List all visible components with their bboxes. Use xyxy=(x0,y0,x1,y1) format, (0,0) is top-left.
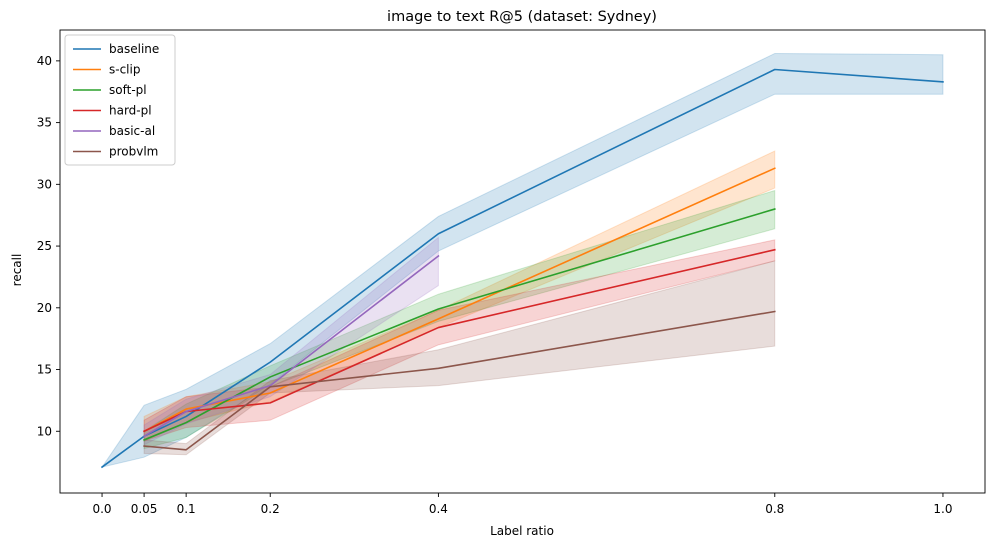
y-tick-label: 20 xyxy=(37,301,52,315)
legend: baseline s-clip soft-pl hard-pl basic-al prob… xyxy=(64,34,176,166)
chart-title: image to text R@5 (dataset: Sydney) xyxy=(387,9,657,25)
legend-label-soft-pl: soft-pl xyxy=(109,83,147,97)
y-axis-label: recall xyxy=(10,254,24,287)
x-tick-label: 0.8 xyxy=(765,502,784,516)
y-tick-label: 25 xyxy=(37,239,52,253)
y-tick-label: 35 xyxy=(37,116,52,130)
confidence-band-probvlm xyxy=(143,260,776,456)
confidence-band-basic-al xyxy=(143,236,439,446)
legend-label-s-clip: s-clip xyxy=(109,63,140,77)
legend-label-baseline: baseline xyxy=(109,42,159,56)
legend-label-probvlm: probvlm xyxy=(109,145,158,159)
confidence-band-baseline xyxy=(100,52,944,468)
series-line-basic-al xyxy=(142,254,440,438)
x-tick-label: 0.2 xyxy=(261,502,280,516)
series-line-s-clip xyxy=(143,167,776,433)
legend-label-basic-al: basic-al xyxy=(109,124,155,138)
x-tick-label: 0.0 xyxy=(92,502,111,516)
axes: 0.0 0.05 0.1 0.2 0.4 0.8 1.0 10 15 20 25 30 35 40 xyxy=(37,29,986,516)
axes-frame xyxy=(59,29,986,494)
confidence-band-soft-pl xyxy=(143,189,776,450)
x-tick-label: 0.05 xyxy=(131,502,158,516)
x-axis-label: Label ratio xyxy=(490,524,554,538)
legend-label-hard-pl: hard-pl xyxy=(109,104,152,118)
x-tick-label: 0.4 xyxy=(429,502,448,516)
plot-area xyxy=(100,52,944,469)
series-line-hard-pl xyxy=(143,248,776,433)
y-tick-label: 30 xyxy=(37,177,52,191)
series-line-probvlm xyxy=(143,310,776,451)
y-tick-label: 15 xyxy=(37,363,52,377)
x-tick-label: 0.1 xyxy=(177,502,196,516)
x-tick-label: 1.0 xyxy=(933,502,952,516)
legend-box xyxy=(64,34,176,166)
y-tick-label: 10 xyxy=(37,424,52,438)
confidence-band-hard-pl xyxy=(143,239,776,442)
series-line-soft-pl xyxy=(143,208,776,441)
y-tick-label: 40 xyxy=(37,54,52,68)
